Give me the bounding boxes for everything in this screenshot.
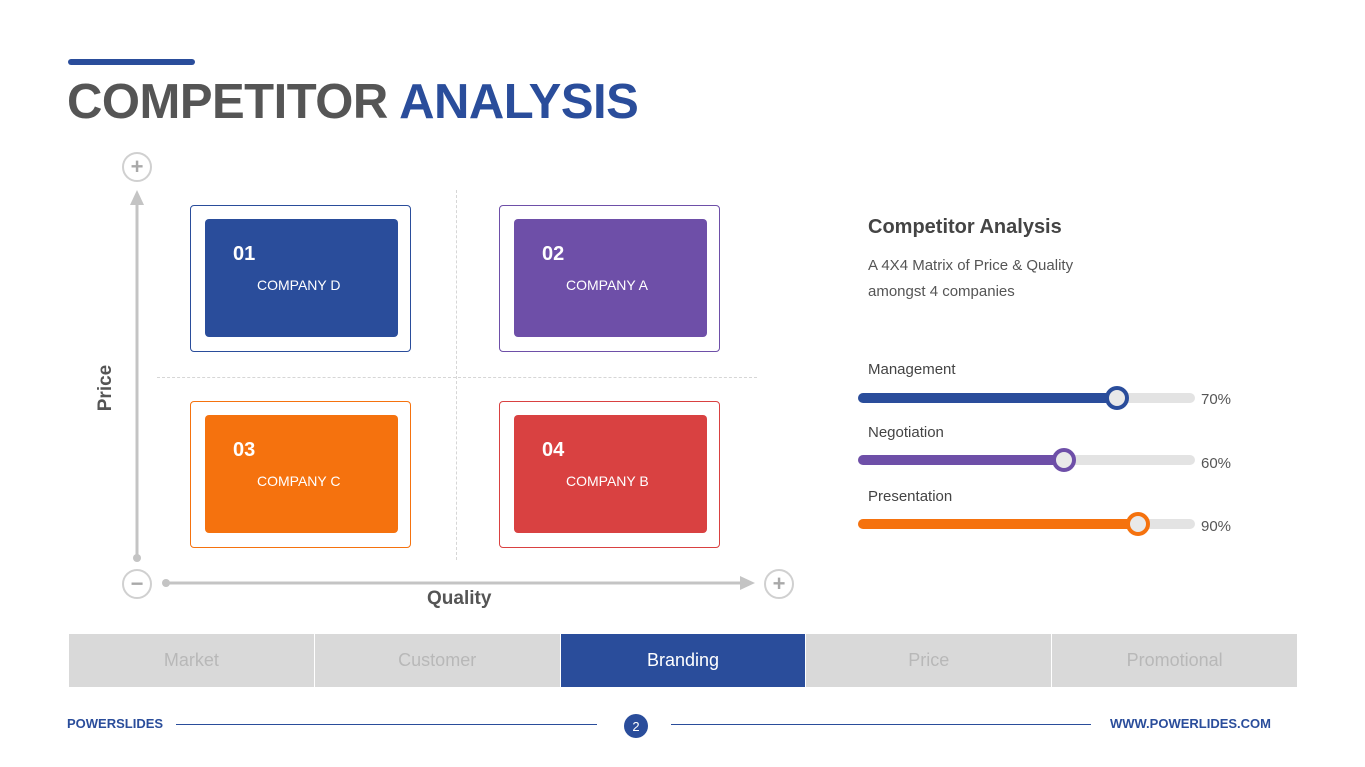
company-card-04[interactable]: 04 COMPANY B (514, 415, 707, 533)
company-card-frame-02: 02 COMPANY A (499, 205, 720, 352)
price-axis-origin-dot (133, 554, 141, 562)
company-card-name: COMPANY D (257, 277, 341, 293)
skill-percent-management: 70% (1201, 391, 1232, 408)
company-card-frame-01: 01 COMPANY D (190, 205, 411, 352)
origin-minus-icon: − (122, 569, 152, 599)
page-number: 2 (624, 714, 648, 738)
tab-branding[interactable]: Branding (560, 634, 807, 687)
skill-slider-handle[interactable] (1105, 386, 1130, 410)
skill-percent-negotiation: 60% (1201, 455, 1232, 472)
footer-brand-part1: POWER (67, 716, 117, 731)
price-axis-arrow-icon (130, 190, 144, 205)
company-card-name: COMPANY A (566, 277, 648, 293)
footer-brand-part2: SLIDES (116, 716, 164, 731)
matrix-vertical-divider (456, 190, 457, 560)
page-title-part2: ANALYSIS (399, 75, 639, 129)
quality-plus-icon: + (764, 569, 794, 599)
price-axis-label: Price (95, 364, 117, 412)
tab-promotional[interactable]: Promotional (1052, 634, 1297, 687)
matrix-horizontal-divider (157, 377, 757, 378)
company-card-number: 01 (233, 243, 256, 265)
skill-slider-fill (858, 393, 1118, 403)
footer-url-link[interactable]: WWW.POWERLIDES.COM (1109, 716, 1271, 731)
quality-axis-origin-dot (162, 579, 170, 587)
panel-title: Competitor Analysis (868, 216, 1062, 238)
company-card-frame-04: 04 COMPANY B (499, 401, 720, 548)
tab-market[interactable]: Market (69, 634, 315, 687)
tab-customer[interactable]: Customer (314, 634, 561, 687)
skill-label-presentation: Presentation (868, 488, 953, 505)
company-card-02[interactable]: 02 COMPANY A (514, 219, 707, 337)
skill-percent-presentation: 90% (1201, 518, 1232, 535)
skill-slider-handle[interactable] (1051, 448, 1076, 472)
company-card-number: 04 (542, 439, 565, 461)
company-card-03[interactable]: 03 COMPANY C (205, 415, 398, 533)
company-card-name: COMPANY C (257, 473, 341, 489)
page-title: COMPETITOR ANALYSIS (67, 74, 639, 130)
company-card-01[interactable]: 01 COMPANY D (205, 219, 398, 337)
tab-price[interactable]: Price (806, 634, 1053, 687)
company-card-name: COMPANY B (566, 473, 649, 489)
footer-line-right (671, 724, 1091, 725)
page-title-part1: COMPETITOR (67, 75, 388, 129)
company-card-number: 02 (542, 243, 565, 265)
skill-label-management: Management (868, 361, 956, 378)
footer-line-left (176, 724, 597, 725)
skill-label-negotiation: Negotiation (868, 424, 944, 441)
skill-slider-fill (858, 455, 1064, 465)
company-card-number: 03 (233, 439, 256, 461)
footer-brand: POWERSLIDES (67, 716, 163, 731)
quality-axis-label: Quality (427, 588, 492, 609)
price-plus-icon: + (122, 152, 152, 182)
title-accent-bar (68, 59, 195, 65)
quality-axis-arrow-icon (740, 576, 755, 590)
skill-slider-presentation[interactable] (858, 512, 1195, 536)
skill-slider-negotiation[interactable] (858, 448, 1195, 472)
panel-description: A 4X4 Matrix of Price & Quality amongst … (868, 257, 1074, 300)
company-card-frame-03: 03 COMPANY C (190, 401, 411, 548)
skill-slider-handle[interactable] (1125, 512, 1150, 536)
tab-bar: Market Customer Branding Price Promotion… (69, 634, 1297, 687)
skill-slider-fill (858, 519, 1138, 529)
skill-slider-management[interactable] (858, 386, 1195, 410)
